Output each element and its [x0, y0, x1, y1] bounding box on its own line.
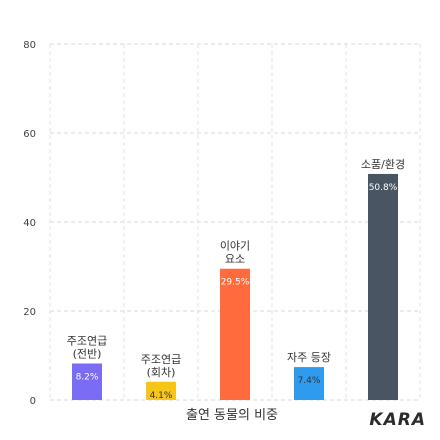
bar	[72, 363, 102, 400]
kara-logo: KARA	[369, 410, 426, 430]
bar-value-label: 29.5%	[221, 278, 250, 288]
bar-category-label: 주조연급	[67, 335, 107, 348]
bar-category-label: 자주 등장	[287, 351, 331, 364]
bar-category-label: (전반)	[73, 348, 102, 361]
bars: 8.2%주조연급(전반)4.1%주조연급(회차)29.5%이야기요소7.4%자주…	[67, 158, 405, 401]
y-axis-ticks: 0 20 40 60 80	[23, 40, 36, 407]
bar-value-label: 8.2%	[76, 373, 99, 383]
bar-category-label: 소품/환경	[361, 158, 405, 171]
y-tick-label: 60	[23, 129, 36, 140]
x-axis-title: 출연 동물의 비중	[186, 408, 278, 423]
bar-category-label: 이야기	[220, 240, 250, 253]
bar-value-label: 4.1%	[150, 391, 173, 401]
y-tick-label: 0	[30, 396, 36, 407]
bar	[294, 367, 324, 400]
bar-category-label: 주조연급	[141, 353, 181, 366]
y-tick-label: 80	[23, 40, 36, 51]
y-tick-label: 40	[23, 218, 36, 229]
bar-category-label: 요소	[225, 253, 245, 266]
bar-value-label: 50.8%	[369, 183, 398, 193]
bar-value-label: 7.4%	[298, 376, 321, 386]
bar	[146, 381, 176, 400]
bar	[220, 268, 250, 400]
y-tick-label: 20	[23, 307, 36, 318]
bar-category-label: (회차)	[147, 366, 176, 379]
grid	[49, 43, 421, 401]
bar	[368, 173, 398, 400]
